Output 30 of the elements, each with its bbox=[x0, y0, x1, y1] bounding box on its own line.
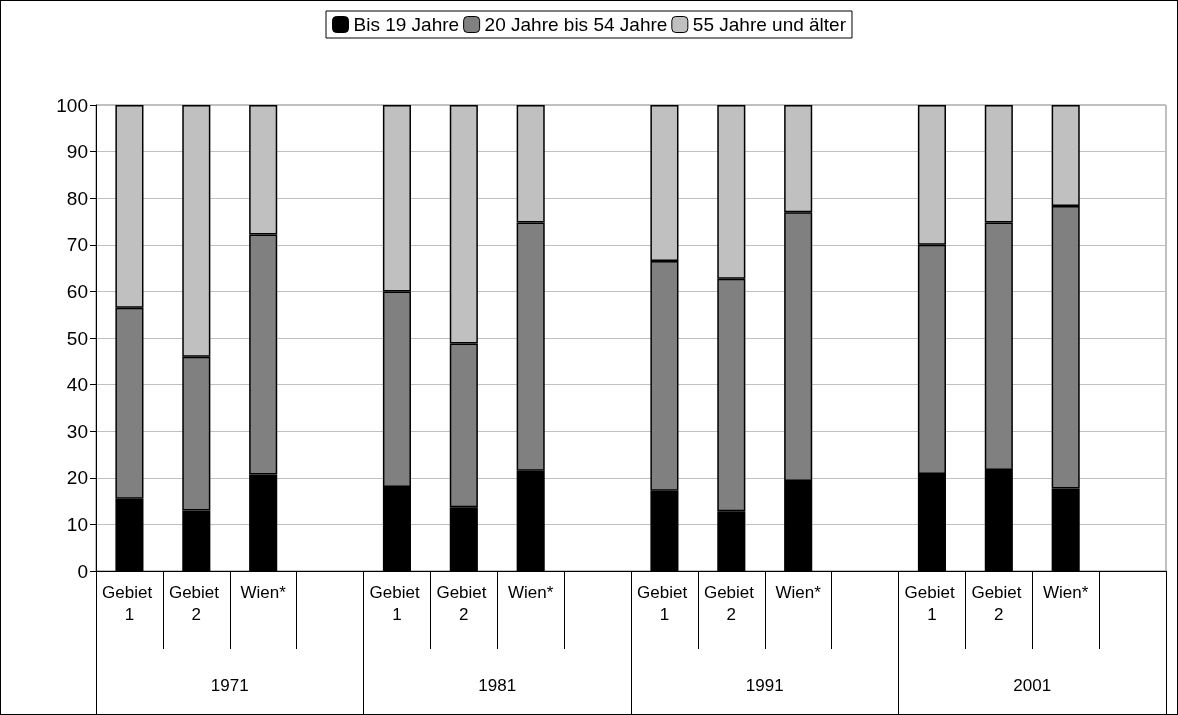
text: 1981 bbox=[478, 676, 517, 695]
y-tick-label: 60 bbox=[66, 280, 88, 302]
x-tick-label: Gebiet 1 bbox=[369, 582, 425, 624]
x-tick-label: Gebiet 2 bbox=[168, 582, 224, 624]
y-tick-label: 40 bbox=[66, 374, 88, 396]
x-tick-label: Wien* bbox=[240, 582, 287, 602]
y-tick-label: 90 bbox=[66, 141, 88, 163]
y-tick-label: 100 bbox=[56, 94, 88, 116]
y-tick-label: 30 bbox=[66, 420, 88, 442]
legend-label: Bis 19 Jahre bbox=[353, 14, 460, 35]
text: 1971 bbox=[210, 676, 249, 695]
x-tick-label: Gebiet 2 bbox=[436, 582, 492, 624]
x-tick-label: Gebiet 1 bbox=[904, 582, 960, 624]
y-tick-label: 50 bbox=[66, 327, 88, 349]
x-tick-label: Wien* bbox=[1043, 582, 1089, 602]
y-tick-label: 20 bbox=[66, 467, 88, 489]
legend-label: 55 Jahre und älter bbox=[692, 14, 847, 35]
x-tick-label: Wien* bbox=[508, 582, 554, 602]
x-tick-label: Gebiet 2 bbox=[703, 582, 759, 624]
x-tick-label: Wien* bbox=[775, 582, 822, 602]
y-tick-label: 70 bbox=[66, 234, 88, 256]
text: 1991 bbox=[745, 676, 784, 695]
x-tick-label: Gebiet 1 bbox=[637, 582, 692, 624]
y-tick-label: 10 bbox=[66, 513, 88, 535]
y-tick-label: 0 bbox=[77, 560, 88, 582]
legend-label: 20 Jahre bis 54 Jahre bbox=[484, 14, 668, 35]
x-tick-label: Gebiet 1 bbox=[102, 582, 157, 624]
y-tick-label: 80 bbox=[66, 187, 88, 209]
text: 2001 bbox=[1013, 676, 1052, 695]
x-tick-label: Gebiet 2 bbox=[971, 582, 1027, 624]
